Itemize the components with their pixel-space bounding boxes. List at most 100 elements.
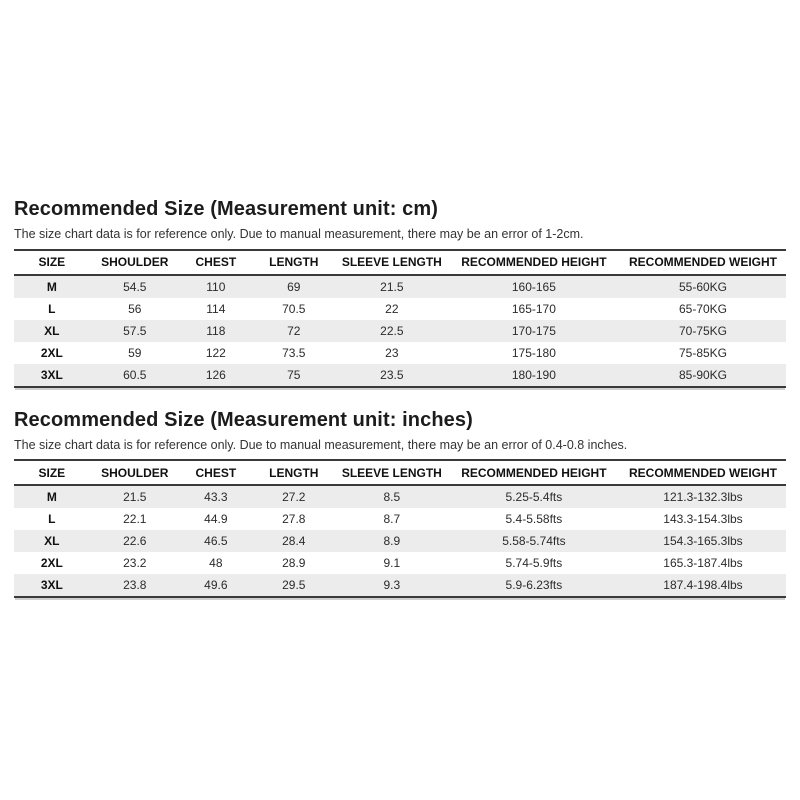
value-cell: 28.9	[282, 556, 306, 571]
value-cell: 22.5	[380, 323, 404, 338]
column-header: RECOMMENDED WEIGHT	[619, 249, 786, 276]
table-row: XL 57.5 118 72 22.5 170-175 70-75KG	[14, 319, 786, 342]
value-cell: 72	[287, 323, 301, 338]
value-cell: 154.3-165.3lbs	[663, 534, 743, 549]
value-cell: 73.5	[282, 345, 306, 360]
column-header: RECOMMENDED WEIGHT	[619, 460, 786, 487]
value-cell: 46.5	[204, 534, 228, 549]
value-cell: 49.6	[204, 578, 228, 593]
value-cell: 27.8	[282, 512, 306, 527]
value-cell: 54.5	[123, 279, 147, 294]
column-header: LENGTH	[251, 249, 336, 276]
size-cell: L	[48, 301, 56, 316]
value-cell: 21.5	[380, 279, 404, 294]
value-cell: 8.5	[383, 490, 401, 505]
table-row: XL 22.6 46.5 28.4 8.9 5.58-5.74fts 154.3-165.3…	[14, 530, 786, 553]
value-cell: 55-60KG	[678, 279, 727, 294]
value-cell: 21.5	[123, 490, 147, 505]
column-header: SIZE	[14, 460, 90, 487]
size-section-cm: Recommended Size (Measurement unit: cm) …	[14, 197, 786, 388]
value-cell: 44.9	[204, 512, 228, 527]
size-cell: M	[46, 279, 57, 294]
size-cell: 3XL	[40, 578, 63, 593]
table-row: M 54.5 110 69 21.5 160-165 55-60KG	[14, 274, 786, 298]
value-cell: 143.3-154.3lbs	[663, 512, 743, 527]
value-cell: 60.5	[123, 367, 147, 382]
value-cell: 59	[128, 345, 142, 360]
header-row: SIZE SHOULDER CHEST LENGTH SLEEVE LENGTH RECO…	[14, 249, 786, 276]
value-cell: 126	[205, 367, 226, 382]
value-cell: 5.25-5.4fts	[505, 490, 563, 505]
column-header: RECOMMENDED HEIGHT	[447, 249, 620, 276]
value-cell: 70-75KG	[678, 323, 727, 338]
value-cell: 23.8	[123, 578, 147, 593]
section-title-cm: Recommended Size (Measurement unit: cm)	[14, 198, 438, 220]
value-cell: 9.3	[383, 578, 401, 593]
value-cell: 75	[287, 367, 301, 382]
value-cell: 23	[385, 345, 399, 360]
value-cell: 5.4-5.58fts	[505, 512, 563, 527]
column-header: SLEEVE LENGTH	[335, 249, 448, 276]
value-cell: 9.1	[383, 556, 401, 571]
value-cell: 118	[206, 323, 226, 338]
value-cell: 122	[205, 345, 226, 360]
value-cell: 165.3-187.4lbs	[663, 556, 743, 571]
value-cell: 110	[206, 279, 226, 294]
size-cell: 3XL	[40, 367, 63, 382]
value-cell: 22	[385, 301, 399, 316]
value-cell: 160-165	[511, 279, 556, 294]
table-row: 3XL 23.8 49.6 29.5 9.3 5.9-6.23fts 187.4-198.4…	[14, 574, 786, 598]
value-cell: 85-90KG	[678, 367, 727, 382]
value-cell: 187.4-198.4lbs	[663, 578, 743, 593]
value-cell: 180-190	[511, 367, 556, 382]
size-table-inches: SIZE SHOULDER CHEST LENGTH SLEEVE LENGTH RECO…	[14, 459, 786, 599]
value-cell: 23.5	[380, 367, 404, 382]
table-row: 3XL 60.5 126 75 23.5 180-190 85-90KG	[14, 363, 786, 387]
column-header: SLEEVE LENGTH	[335, 460, 448, 487]
value-cell: 69	[287, 279, 301, 294]
size-cell: L	[48, 512, 56, 527]
table-row: M 21.5 43.3 27.2 8.5 5.25-5.4fts 121.3-132.3lb…	[14, 485, 786, 509]
value-cell: 170-175	[511, 323, 556, 338]
column-header: LENGTH	[251, 460, 336, 487]
value-cell: 56	[128, 301, 142, 316]
value-cell: 8.7	[383, 512, 401, 527]
size-cell: XL	[44, 323, 60, 338]
value-cell: 28.4	[282, 534, 306, 549]
value-cell: 27.2	[282, 490, 306, 505]
table-row: L 56 114 70.5 22 165-170 65-70KG	[14, 297, 786, 320]
column-header: SIZE	[14, 249, 90, 276]
size-cell: 2XL	[40, 345, 63, 360]
size-section-inches: Recommended Size (Measurement unit: inch…	[14, 408, 786, 599]
size-cell: 2XL	[40, 556, 63, 571]
section-title-inches: Recommended Size (Measurement unit: inch…	[14, 408, 473, 431]
value-cell: 75-85KG	[678, 345, 727, 360]
value-cell: 5.58-5.74fts	[502, 534, 566, 549]
value-cell: 29.5	[282, 578, 306, 593]
value-cell: 23.2	[123, 556, 147, 571]
value-cell: 121.3-132.3lbs	[663, 490, 743, 505]
value-cell: 8.9	[383, 534, 401, 549]
value-cell: 22.1	[123, 512, 147, 527]
value-cell: 70.5	[282, 301, 306, 316]
value-cell: 165-170	[511, 301, 556, 316]
size-cell: XL	[44, 534, 60, 549]
section-subtitle-inches: The size chart data is for reference onl…	[14, 437, 628, 452]
column-header: CHEST	[179, 249, 252, 276]
size-table-cm: SIZE SHOULDER CHEST LENGTH SLEEVE LENGTH RECO…	[14, 248, 786, 388]
column-header: SHOULDER	[89, 460, 180, 487]
value-cell: 65-70KG	[678, 301, 727, 316]
header-row: SIZE SHOULDER CHEST LENGTH SLEEVE LENGTH RECO…	[14, 460, 786, 487]
value-cell: 48	[209, 556, 223, 571]
column-header: SHOULDER	[89, 249, 180, 276]
section-subtitle-cm: The size chart data is for reference onl…	[14, 227, 584, 241]
value-cell: 175-180	[511, 345, 556, 360]
table-row: 2XL 23.2 48 28.9 9.1 5.74-5.9fts 165.3-187.4lb…	[14, 552, 786, 575]
column-header: CHEST	[179, 460, 252, 487]
value-cell: 57.5	[123, 323, 147, 338]
value-cell: 114	[206, 301, 226, 316]
value-cell: 5.9-6.23fts	[505, 578, 563, 593]
size-cell: M	[46, 490, 57, 505]
value-cell: 5.74-5.9fts	[505, 556, 563, 571]
